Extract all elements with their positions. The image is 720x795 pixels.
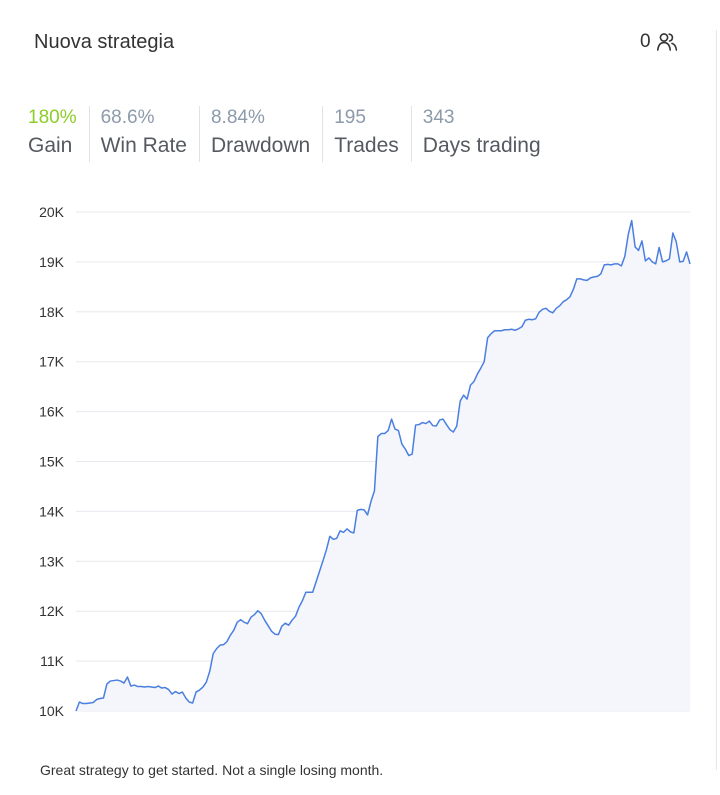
stat-label: Trades: [334, 134, 399, 157]
followers-counter[interactable]: 0: [640, 30, 678, 54]
y-tick-label: 16K: [39, 404, 65, 420]
stats-row: 180% Gain 68.6% Win Rate 8.84% Drawdown …: [28, 106, 553, 166]
strategy-description: Great strategy to get started. Not a sin…: [40, 762, 384, 778]
stat-value: 195: [334, 107, 366, 128]
stat-win-rate: 68.6% Win Rate: [88, 106, 199, 162]
stat-label: Gain: [28, 134, 73, 157]
equity-chart-svg: 10K 11K 12K 13K 14K 15K 16K 17K 18K 19K 20K: [39, 204, 691, 719]
stat-days-trading: 343 Days trading: [410, 106, 553, 162]
stat-drawdown: 8.84% Drawdown: [198, 106, 322, 162]
stat-label: Win Rate: [100, 134, 187, 157]
followers-count: 0: [640, 31, 651, 52]
y-tick-label: 12K: [39, 603, 65, 619]
chart-y-axis: 10K 11K 12K 13K 14K 15K 16K 17K 18K 19K 20K: [39, 204, 65, 719]
people-icon: [656, 31, 678, 53]
stat-label: Drawdown: [210, 134, 311, 157]
equity-chart[interactable]: 10K 11K 12K 13K 14K 15K 16K 17K 18K 19K 20K: [0, 196, 712, 726]
stat-value: 180%: [28, 107, 77, 128]
y-tick-label: 11K: [40, 653, 65, 669]
stat-gain: 180% Gain: [28, 106, 89, 162]
stat-trades: 195 Trades: [322, 106, 411, 162]
panel-divider: [716, 30, 717, 770]
y-tick-label: 10K: [39, 703, 65, 719]
y-tick-label: 17K: [39, 354, 65, 370]
y-tick-label: 20K: [39, 204, 65, 220]
stat-value: 343: [422, 107, 455, 128]
y-tick-label: 18K: [39, 304, 65, 320]
equity-line: [75, 219, 691, 712]
y-tick-label: 13K: [39, 553, 65, 569]
y-tick-label: 19K: [39, 254, 65, 270]
y-tick-label: 15K: [39, 454, 65, 470]
stat-value: 8.84%: [210, 107, 265, 128]
equity-area: [76, 220, 690, 712]
y-tick-label: 14K: [39, 503, 65, 519]
stat-label: Days trading: [422, 134, 541, 157]
stat-value: 68.6%: [100, 107, 155, 128]
strategy-title[interactable]: Nuova strategia: [34, 31, 175, 53]
